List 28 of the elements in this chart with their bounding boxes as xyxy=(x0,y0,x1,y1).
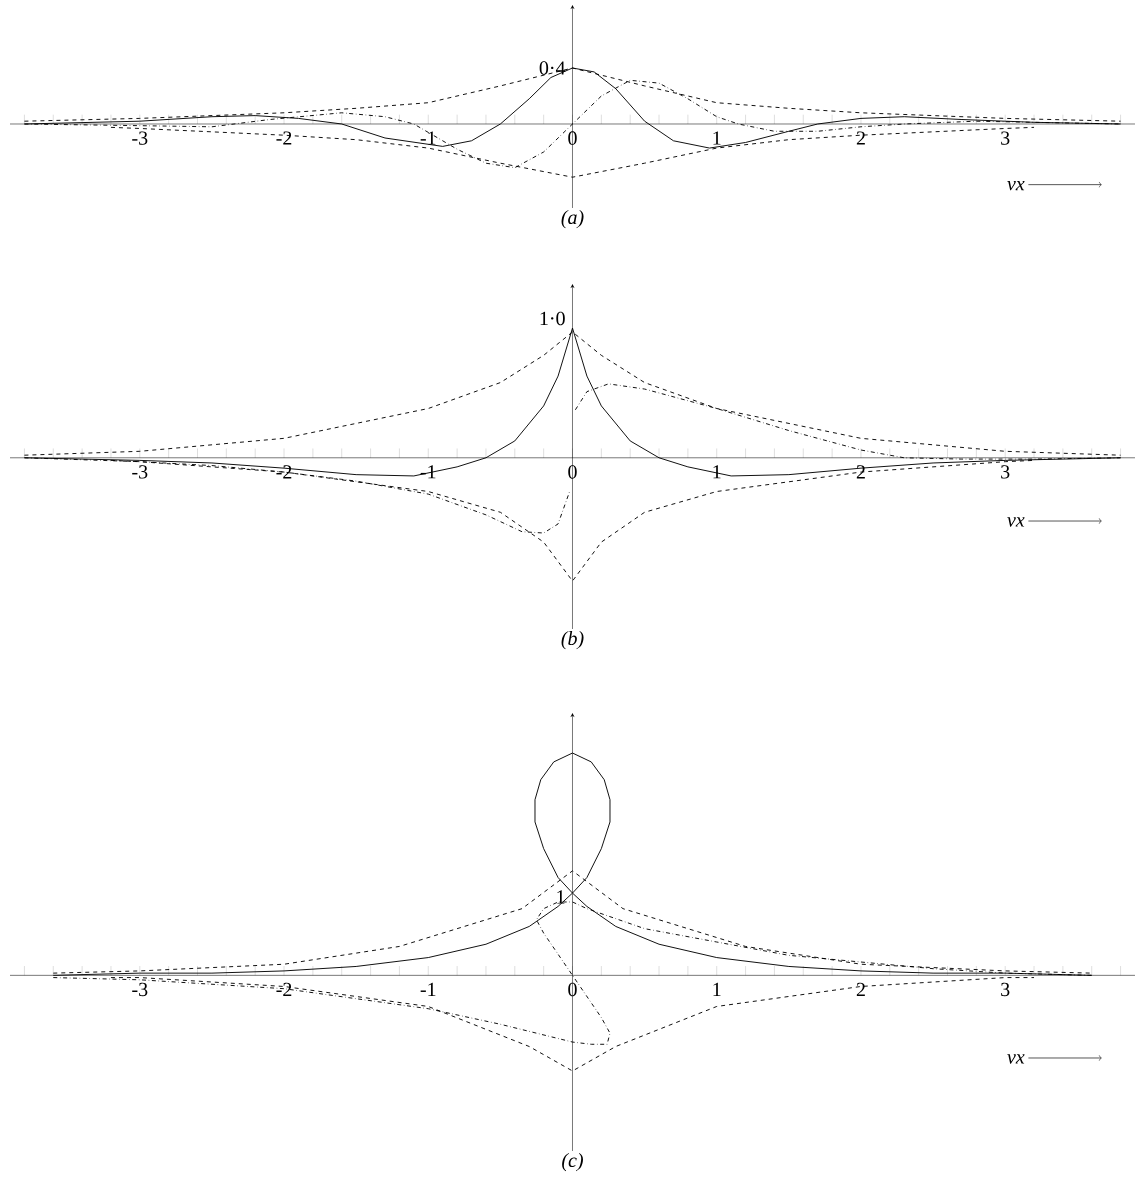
text: (a) xyxy=(561,210,584,229)
annotation: 0·4 xyxy=(539,61,566,75)
x-axis-title: νx xyxy=(1007,1054,1025,1064)
x-tick-label: 0 xyxy=(568,131,577,145)
x-axis-title: νx xyxy=(1007,517,1025,527)
x-tick-label: 1 xyxy=(713,982,721,996)
text: (b) xyxy=(561,631,584,650)
x-tick-label: -1 xyxy=(420,982,436,996)
x-tick-label: -1 xyxy=(420,131,436,145)
x-axis-title: νx xyxy=(1007,180,1025,191)
x-tick-label: -2 xyxy=(276,982,292,996)
text: (c) xyxy=(562,1153,583,1172)
x-tick-label: 0 xyxy=(568,982,577,997)
x-tick-label: 2 xyxy=(856,131,865,145)
x-tick-label: 3 xyxy=(1001,982,1010,997)
x-tick-label: 1 xyxy=(713,131,721,145)
text: 1·0 xyxy=(540,311,565,326)
x-tick-label: -3 xyxy=(132,982,148,997)
x-tick-label: 3 xyxy=(1001,465,1010,479)
x-tick-label: 3 xyxy=(1001,131,1010,145)
x-tick-label: -3 xyxy=(132,465,148,479)
x-tick-label: 2 xyxy=(856,982,865,996)
x-tick-label: -2 xyxy=(276,131,292,145)
x-tick-label: -2 xyxy=(276,465,292,479)
x-tick-label: 0 xyxy=(568,465,577,479)
x-tick-label: -3 xyxy=(132,131,148,145)
annotation: 1 xyxy=(557,890,565,904)
x-tick-label: 2 xyxy=(856,465,865,479)
